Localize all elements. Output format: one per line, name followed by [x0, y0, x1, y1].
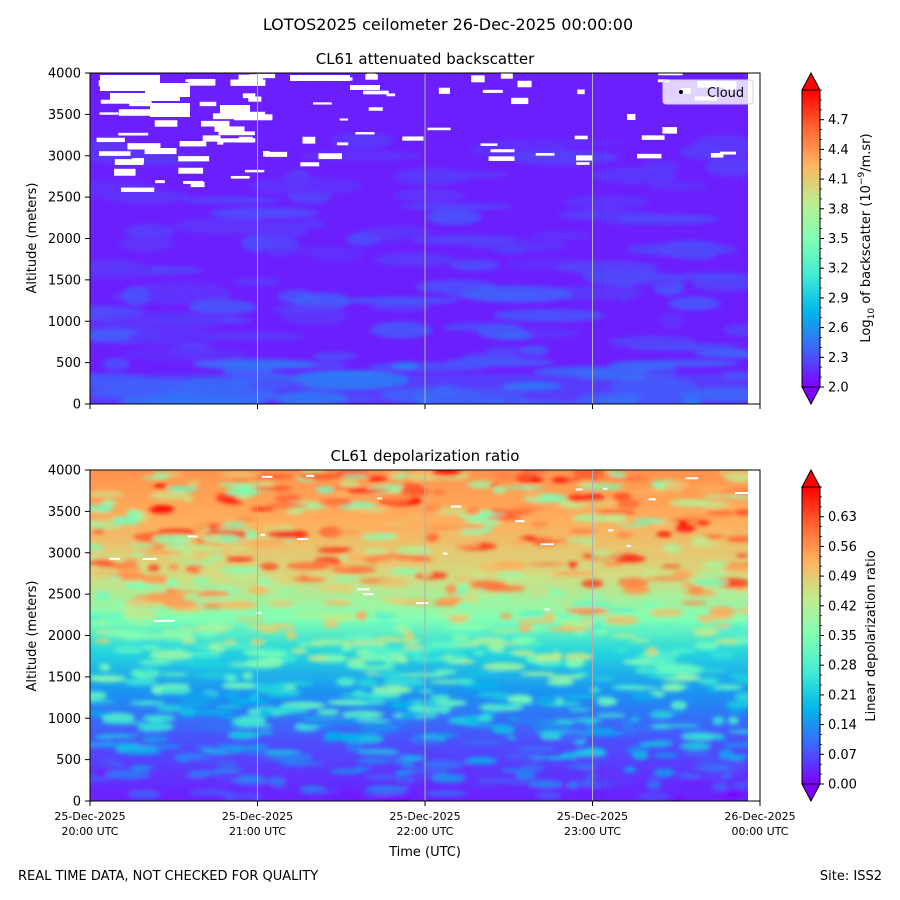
- y-tick-label: 4000: [48, 464, 81, 479]
- depolarization-x-ticks: 25-Dec-2025 20:00 UTC 25-Dec-2025 21:00 UTC…: [54, 801, 796, 838]
- colorbar-tick-label: 2.0: [828, 381, 849, 396]
- y-tick-label: 3500: [48, 505, 81, 520]
- colorbar-tick-label: 0.35: [828, 629, 857, 644]
- depolarization-colorbar-label: Linear depolarization ratio: [864, 550, 879, 721]
- site-label: Site: ISS2: [819, 869, 882, 884]
- backscatter-panel: CL61 attenuated backscatter 0 500 1000 1500…: [25, 50, 761, 413]
- colorbar-ramp: [802, 90, 820, 387]
- backscatter-colorbar: 2.0 2.3 2.6 2.9 3.2 3.5 3.8 4.1 4.4 4.7: [801, 71, 849, 406]
- colorbar-tick-label: 0.63: [828, 510, 857, 525]
- x-tick-label: 25-Dec-2025 22:00 UTC: [389, 810, 460, 838]
- colorbar-tick-label: 0.28: [828, 659, 857, 674]
- y-tick-label: 1000: [48, 315, 81, 330]
- colorbar-tick-label: 0.42: [828, 599, 857, 614]
- legend-cloud-label: Cloud: [707, 86, 744, 101]
- colorbar-extend-min: [801, 783, 821, 803]
- colorbar-extend-min: [801, 386, 821, 406]
- colorbar-tick-label: 3.2: [828, 262, 849, 277]
- depolarization-plot-area: [90, 470, 760, 801]
- y-tick-label: 1500: [48, 670, 81, 685]
- y-tick-label: 3000: [48, 546, 81, 561]
- colorbar-tick-label: 0.56: [828, 540, 857, 555]
- depolarization-colorbar: 0.00 0.07 0.14 0.21 0.28 0.35 0.42 0.49 0.56 0.63: [801, 468, 857, 803]
- colorbar-tick-label: 0.14: [828, 718, 857, 733]
- y-tick-label: 4000: [48, 67, 81, 82]
- depolarization-y-ticks: 0 500 1000 1500 2000 2500 3000 3500 4000: [48, 464, 90, 810]
- figure-suptitle: LOTOS2025 ceilometer 26-Dec-2025 00:00:0…: [263, 15, 633, 34]
- y-tick-label: 500: [56, 753, 81, 768]
- depolarization-title: CL61 depolarization ratio: [331, 447, 520, 465]
- depolarization-grid: [257, 470, 593, 801]
- y-tick-label: 2000: [48, 629, 81, 644]
- colorbar-tick-label: 3.8: [828, 202, 849, 217]
- backscatter-grid: [257, 73, 593, 404]
- y-tick-label: 2000: [48, 232, 81, 247]
- colorbar-extend-max: [801, 468, 821, 488]
- y-tick-label: 3500: [48, 108, 81, 123]
- colorbar-tick-label: 4.7: [828, 113, 849, 128]
- y-tick-label: 500: [56, 356, 81, 371]
- colorbar-tick-label: 4.1: [828, 173, 849, 188]
- y-tick-label: 2500: [48, 588, 81, 603]
- y-tick-label: 0: [73, 398, 81, 413]
- x-tick-label: 25-Dec-2025 21:00 UTC: [222, 810, 293, 838]
- backscatter-ylabel: Altitude (meters): [25, 183, 40, 294]
- depolarization-ylabel: Altitude (meters): [25, 581, 40, 692]
- colorbar-tick-label: 3.5: [828, 232, 849, 247]
- colorbar-tick-label: 0.49: [828, 570, 857, 585]
- colorbar-tick-label: 0.00: [828, 778, 857, 793]
- x-axis-label: Time (UTC): [388, 845, 461, 860]
- backscatter-title: CL61 attenuated backscatter: [316, 50, 535, 68]
- y-tick-label: 3000: [48, 149, 81, 164]
- colorbar-tick-label: 0.21: [828, 688, 857, 703]
- colorbar-tick-label: 0.07: [828, 748, 857, 763]
- colorbar-extend-max: [801, 71, 821, 91]
- backscatter-plot-area: [90, 73, 760, 404]
- y-tick-label: 1000: [48, 712, 81, 727]
- depolarization-panel: CL61 depolarization ratio 0 500 1000 1500 20…: [25, 447, 796, 860]
- colorbar-tick-label: 2.9: [828, 291, 849, 306]
- legend-cloud-marker: [679, 90, 683, 94]
- y-tick-label: 1500: [48, 273, 81, 288]
- y-tick-label: 0: [73, 795, 81, 810]
- backscatter-y-ticks: 0 500 1000 1500 2000 2500 3000 3500 4000: [48, 67, 90, 413]
- x-tick-label: 25-Dec-2025 23:00 UTC: [557, 810, 628, 838]
- backscatter-colorbar-label: Log10 of backscatter (10−9/m.sr): [857, 133, 877, 342]
- y-tick-label: 2500: [48, 191, 81, 206]
- x-tick-label: 26-Dec-2025 00:00 UTC: [724, 810, 795, 838]
- legend-box: [662, 79, 754, 105]
- x-tick-label: 25-Dec-2025 20:00 UTC: [54, 810, 125, 838]
- quality-disclaimer: REAL TIME DATA, NOT CHECKED FOR QUALITY: [18, 869, 319, 884]
- colorbar-ramp: [802, 487, 820, 784]
- colorbar-tick-label: 4.4: [828, 143, 849, 158]
- colorbar-tick-label: 2.6: [828, 321, 849, 336]
- colorbar-tick-label: 2.3: [828, 351, 849, 366]
- backscatter-x-ticks: [89, 404, 761, 409]
- cloud-legend[interactable]: Cloud: [662, 79, 754, 105]
